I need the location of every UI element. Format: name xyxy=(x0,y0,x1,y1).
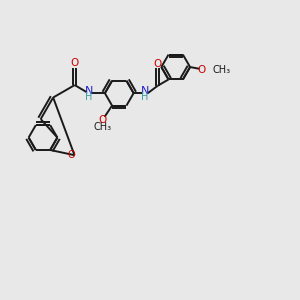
Text: H: H xyxy=(141,92,148,102)
Text: O: O xyxy=(98,115,106,125)
Text: N: N xyxy=(85,86,93,96)
Text: CH₃: CH₃ xyxy=(93,122,111,132)
Text: N: N xyxy=(141,86,149,96)
Text: O: O xyxy=(154,59,162,69)
Text: CH₃: CH₃ xyxy=(212,65,231,75)
Text: O: O xyxy=(70,58,79,68)
Text: O: O xyxy=(197,65,206,75)
Text: O: O xyxy=(68,150,75,160)
Text: H: H xyxy=(85,92,92,102)
